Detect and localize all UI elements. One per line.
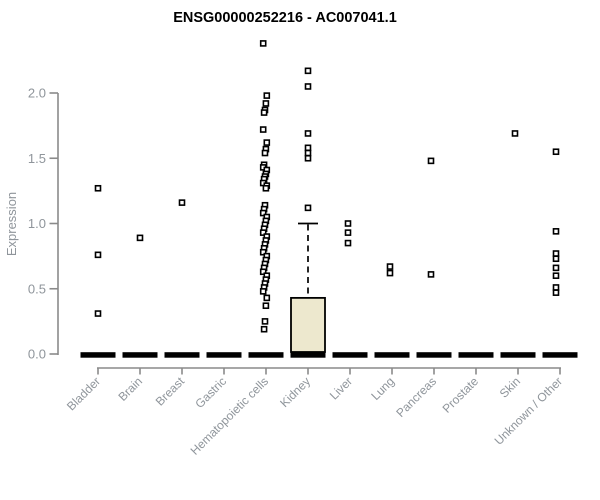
box-rect — [290, 296, 326, 353]
median-bar — [542, 352, 578, 358]
x-tick-label-lung: Lung — [368, 374, 397, 403]
y-tick-label: 2.0 — [28, 86, 46, 101]
data-point — [259, 126, 267, 133]
category-group-kidney — [290, 67, 326, 358]
category-group-liver — [332, 220, 368, 358]
data-point — [94, 310, 102, 317]
x-tick-label-bladder: Bladder — [64, 374, 103, 413]
median-bar — [206, 352, 242, 358]
x-tick-label-skin: Skin — [497, 374, 523, 400]
data-point — [344, 229, 352, 236]
data-point — [552, 255, 560, 263]
data-point — [263, 139, 271, 146]
data-point — [259, 248, 267, 256]
data-point — [386, 263, 394, 270]
category-group-bladder — [80, 184, 116, 358]
x-tick-label-gastric: Gastric — [192, 374, 229, 411]
category-group-brain — [122, 234, 158, 358]
median-bar — [416, 352, 452, 358]
data-point — [259, 288, 267, 295]
data-point — [260, 109, 268, 116]
median-bar — [332, 352, 368, 358]
category-group-gastric — [206, 352, 242, 358]
x-tick-label-hematopoietic-cells: Hematopoietic cells — [188, 374, 271, 457]
category-group-unknown-other — [542, 148, 578, 358]
y-axis-label: Expression — [4, 192, 19, 256]
data-point — [552, 250, 560, 257]
data-point — [552, 228, 560, 235]
y-tick-label: 0.5 — [28, 281, 46, 296]
series-layer — [80, 40, 578, 358]
data-point — [344, 220, 352, 227]
median-bar — [122, 352, 158, 358]
data-point — [136, 234, 144, 242]
data-point — [304, 130, 312, 137]
y-tick-label: 0.0 — [28, 347, 46, 362]
data-point — [262, 184, 270, 192]
median-bar — [248, 352, 284, 358]
x-tick-label-brain: Brain — [115, 374, 145, 404]
axes-layer: 0.0 0.5 1.0 1.5 2.0 Bladder Brain Breast Gastric… — [28, 86, 565, 458]
data-point — [262, 302, 270, 310]
data-point — [304, 144, 312, 152]
data-point — [263, 294, 271, 302]
data-point — [552, 272, 560, 280]
data-point — [262, 100, 270, 107]
data-point — [263, 92, 271, 99]
y-tick-label: 1.5 — [28, 151, 46, 166]
x-tick-label-prostate: Prostate — [440, 374, 482, 416]
x-tick-label-liver: Liver — [327, 374, 355, 402]
category-group-lung — [374, 263, 410, 358]
x-tick-label-pancreas: Pancreas — [393, 374, 439, 420]
x-tick-label-breast: Breast — [153, 374, 188, 409]
data-point — [261, 149, 269, 157]
data-point — [178, 199, 186, 206]
data-point — [427, 271, 435, 278]
data-point — [259, 40, 267, 47]
data-point — [259, 268, 267, 276]
data-point — [304, 149, 312, 157]
data-point — [94, 184, 102, 192]
data-point — [552, 284, 560, 291]
y-tick-label: 1.0 — [28, 216, 46, 231]
data-point — [427, 157, 435, 165]
x-tick-label-kidney: Kidney — [277, 374, 313, 410]
median-bar — [290, 352, 326, 358]
data-point — [304, 83, 312, 90]
median-bar — [164, 352, 200, 358]
data-point — [304, 67, 312, 75]
data-point — [94, 251, 102, 259]
data-point — [261, 318, 269, 325]
median-bar — [374, 352, 410, 358]
median-bar — [458, 352, 494, 358]
data-point — [259, 229, 267, 236]
category-group-skin — [500, 130, 536, 358]
median-bar — [500, 352, 536, 358]
chart-title: ENSG00000252216 - AC007041.1 — [173, 10, 397, 26]
data-point — [304, 204, 312, 212]
data-point — [511, 130, 519, 137]
median-bar — [80, 352, 116, 358]
data-point — [260, 325, 268, 333]
data-point — [552, 264, 560, 272]
data-point — [344, 239, 352, 247]
category-group-breast — [164, 199, 200, 358]
data-point — [304, 154, 312, 162]
data-point — [552, 289, 560, 296]
category-group-prostate — [458, 352, 494, 358]
data-point — [386, 269, 394, 277]
category-group-pancreas — [416, 157, 452, 358]
data-point — [259, 209, 267, 217]
data-point — [552, 148, 560, 156]
category-group-hematopoietic-cells — [248, 40, 284, 358]
